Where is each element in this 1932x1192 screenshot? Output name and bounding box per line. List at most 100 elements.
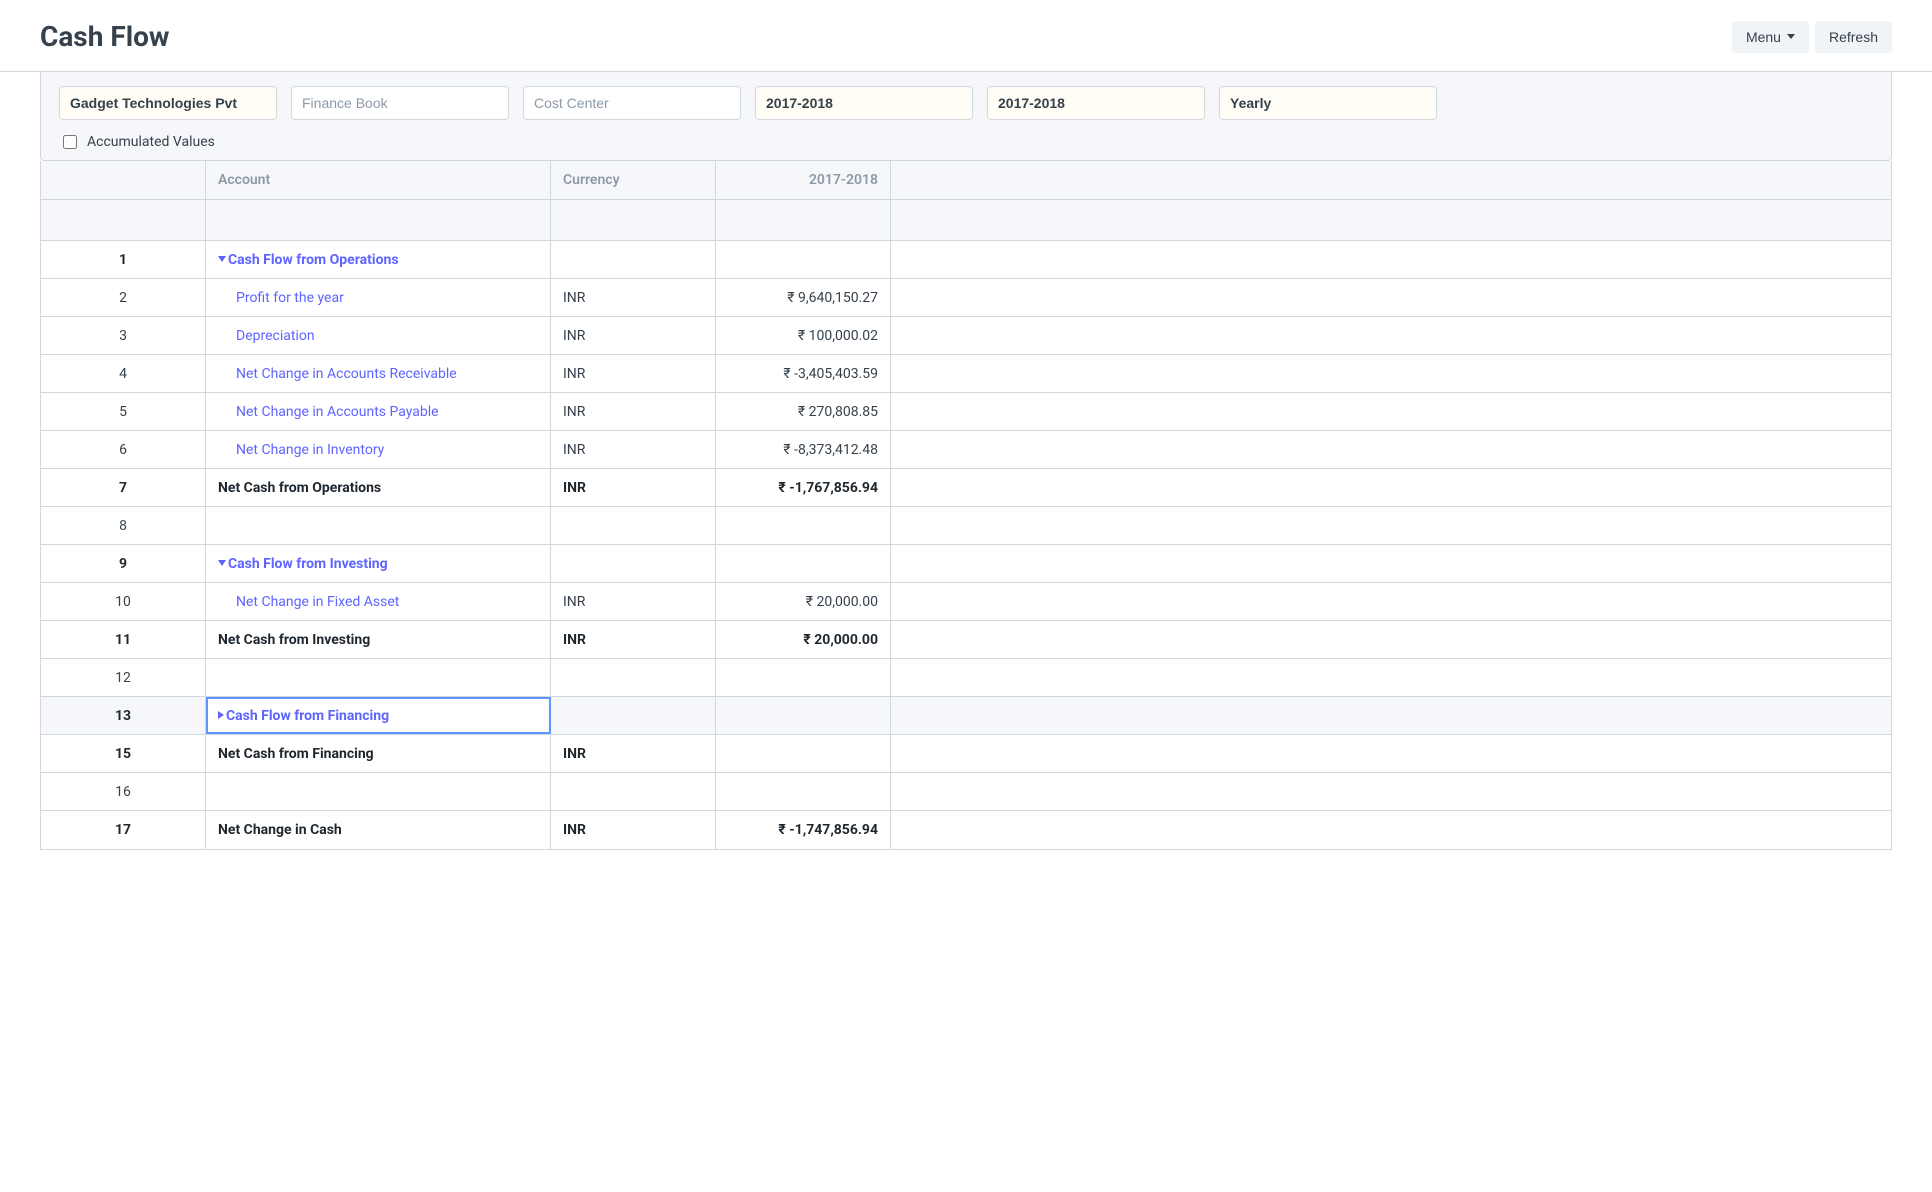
rest-cell	[891, 241, 1891, 278]
row-index: 16	[41, 773, 206, 810]
amount-cell: ₹ 20,000.00	[716, 621, 891, 658]
amount-cell: ₹ -3,405,403.59	[716, 355, 891, 392]
currency-cell: INR	[551, 317, 716, 354]
table-row[interactable]: 15 Net Cash from Financing INR	[41, 735, 1891, 773]
table-row[interactable]: 6Net Change in InventoryINR₹ -8,373,412.…	[41, 431, 1891, 469]
account-cell[interactable]: Cash Flow from Financing	[206, 697, 551, 734]
currency-cell	[551, 697, 716, 734]
table-row[interactable]: 9Cash Flow from Investing	[41, 545, 1891, 583]
amount-cell: ₹ -1,747,856.94	[716, 811, 891, 849]
table-row[interactable]: 13Cash Flow from Financing	[41, 697, 1891, 735]
company-filter[interactable]	[59, 86, 277, 120]
rest-cell	[891, 583, 1891, 620]
account-cell	[206, 507, 551, 544]
amount-cell: ₹ -1,767,856.94	[716, 469, 891, 506]
amount-cell	[716, 773, 891, 810]
table-row[interactable]: 3DepreciationINR₹ 100,000.02	[41, 317, 1891, 355]
column-header-currency[interactable]: Currency	[551, 161, 716, 199]
amount-cell	[716, 507, 891, 544]
refresh-button[interactable]: Refresh	[1815, 21, 1892, 53]
account-label: Net Change in Accounts Payable	[236, 404, 439, 420]
grid-filter-currency[interactable]	[551, 200, 716, 240]
account-cell[interactable]: Net Change in Fixed Asset	[206, 583, 551, 620]
grid-header-row: Account Currency 2017-2018	[41, 161, 1891, 200]
account-label: Net Cash from Operations	[218, 480, 381, 496]
amount-cell: ₹ 100,000.02	[716, 317, 891, 354]
row-index: 3	[41, 317, 206, 354]
header-buttons: Menu Refresh	[1732, 21, 1892, 53]
table-row[interactable]: 5Net Change in Accounts PayableINR₹ 270,…	[41, 393, 1891, 431]
row-index: 13	[41, 697, 206, 734]
currency-cell: INR	[551, 735, 716, 772]
account-label: Cash Flow from Investing	[228, 556, 388, 572]
accumulated-values-checkbox[interactable]	[63, 135, 77, 149]
account-cell[interactable]: Cash Flow from Operations	[206, 241, 551, 278]
currency-cell: INR	[551, 431, 716, 468]
account-cell[interactable]: Net Change in Accounts Receivable	[206, 355, 551, 392]
account-cell: Net Cash from Operations	[206, 469, 551, 506]
rest-cell	[891, 317, 1891, 354]
table-row[interactable]: 12	[41, 659, 1891, 697]
report-grid: Account Currency 2017-2018 1Cash Flow fr…	[40, 161, 1892, 850]
table-row[interactable]: 10Net Change in Fixed AssetINR₹ 20,000.0…	[41, 583, 1891, 621]
to-fiscal-year-filter[interactable]	[987, 86, 1205, 120]
rest-cell	[891, 697, 1891, 734]
amount-cell	[716, 241, 891, 278]
row-index: 17	[41, 811, 206, 849]
account-cell[interactable]: Depreciation	[206, 317, 551, 354]
amount-cell: ₹ 9,640,150.27	[716, 279, 891, 316]
expand-icon[interactable]	[218, 708, 226, 724]
table-row[interactable]: 8	[41, 507, 1891, 545]
currency-cell: INR	[551, 583, 716, 620]
rest-cell	[891, 735, 1891, 772]
row-index: 7	[41, 469, 206, 506]
account-cell[interactable]: Net Change in Accounts Payable	[206, 393, 551, 430]
column-header-period[interactable]: 2017-2018	[716, 161, 891, 199]
from-fiscal-year-filter[interactable]	[755, 86, 973, 120]
column-header-account[interactable]: Account	[206, 161, 551, 199]
currency-cell	[551, 545, 716, 582]
menu-button[interactable]: Menu	[1732, 21, 1809, 53]
currency-cell: INR	[551, 621, 716, 658]
rest-cell	[891, 773, 1891, 810]
rest-cell	[891, 431, 1891, 468]
chevron-down-icon	[1787, 34, 1795, 39]
amount-cell	[716, 545, 891, 582]
grid-filter-period[interactable]	[716, 200, 891, 240]
table-row[interactable]: 11Net Cash from InvestingINR₹ 20,000.00	[41, 621, 1891, 659]
row-index: 15	[41, 735, 206, 772]
rest-cell	[891, 659, 1891, 696]
account-label: Net Cash from Investing	[218, 632, 370, 648]
finance-book-filter[interactable]	[291, 86, 509, 120]
account-label: Cash Flow from Operations	[228, 252, 399, 268]
table-row[interactable]: 17Net Change in CashINR₹ -1,747,856.94	[41, 811, 1891, 849]
rest-cell	[891, 279, 1891, 316]
account-cell[interactable]: Profit for the year	[206, 279, 551, 316]
table-row[interactable]: 16	[41, 773, 1891, 811]
periodicity-filter[interactable]	[1219, 86, 1437, 120]
account-label: Net Cash from Financing	[218, 746, 374, 762]
account-cell[interactable]: Net Change in Inventory	[206, 431, 551, 468]
row-index: 10	[41, 583, 206, 620]
content: Accumulated Values Account Currency 2017…	[0, 72, 1932, 850]
table-row[interactable]: 1Cash Flow from Operations	[41, 241, 1891, 279]
currency-cell: INR	[551, 355, 716, 392]
rest-cell	[891, 621, 1891, 658]
cost-center-filter[interactable]	[523, 86, 741, 120]
account-cell[interactable]: Cash Flow from Investing	[206, 545, 551, 582]
accumulated-values-checkbox-row[interactable]: Accumulated Values	[59, 134, 1873, 150]
currency-cell: INR	[551, 811, 716, 849]
collapse-icon[interactable]	[218, 556, 228, 572]
row-index: 12	[41, 659, 206, 696]
collapse-icon[interactable]	[218, 252, 228, 268]
table-row[interactable]: 7Net Cash from OperationsINR₹ -1,767,856…	[41, 469, 1891, 507]
column-header-index[interactable]	[41, 161, 206, 199]
grid-filter-account[interactable]	[206, 200, 551, 240]
filters-row	[59, 86, 1873, 120]
table-row[interactable]: 4Net Change in Accounts ReceivableINR₹ -…	[41, 355, 1891, 393]
menu-button-label: Menu	[1746, 29, 1781, 45]
account-cell	[206, 659, 551, 696]
account-cell: Net Change in Cash	[206, 811, 551, 849]
grid-filter-row	[41, 200, 1891, 241]
table-row[interactable]: 2Profit for the yearINR₹ 9,640,150.27	[41, 279, 1891, 317]
